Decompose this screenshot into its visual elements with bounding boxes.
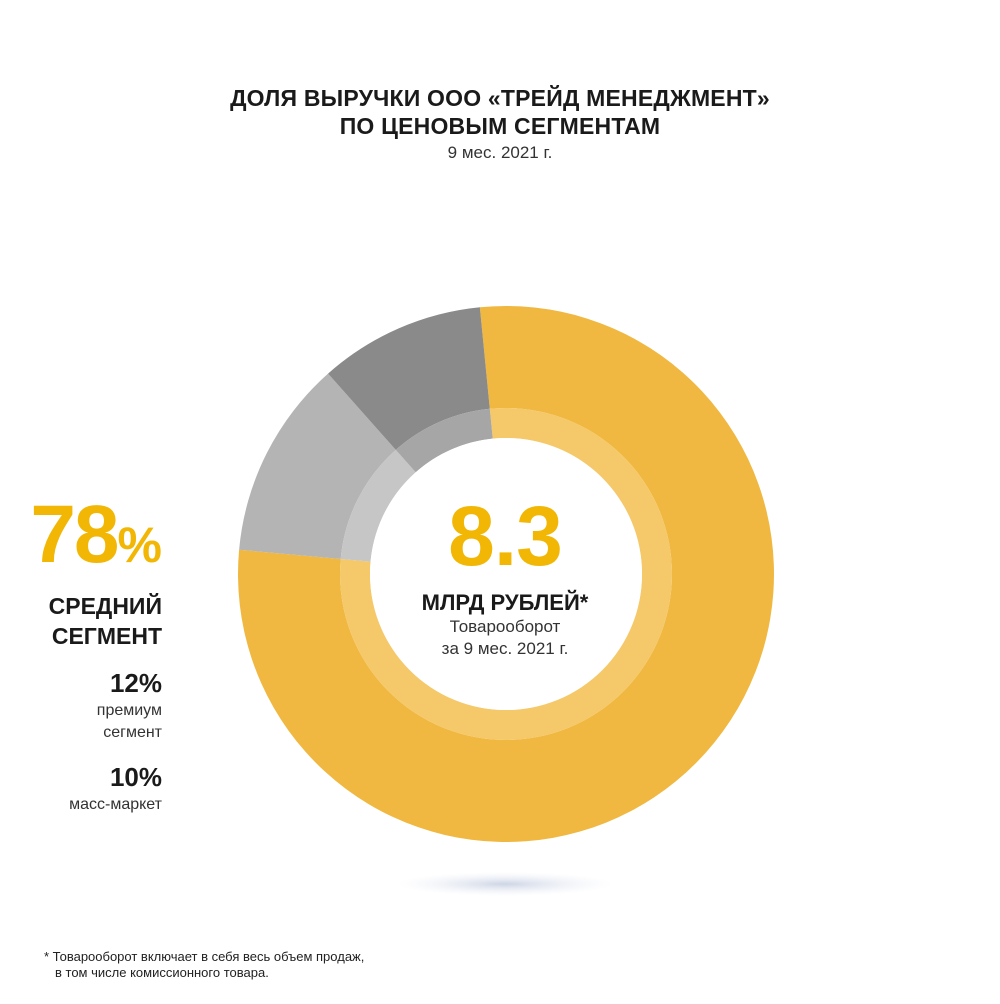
chart-shadow [397,872,613,896]
footnote: * Товарооборот включает в себя весь объе… [44,949,364,981]
footnote-line-1: * Товарооборот включает в себя весь объе… [44,949,365,964]
legend-main-percent-number: 78 [30,489,119,580]
chart-header: ДОЛЯ ВЫРУЧКИ ООО «ТРЕЙД МЕНЕДЖМЕНТ» ПО Ц… [0,84,1000,166]
legend-main-label-line-2: СЕГМЕНТ [51,623,162,649]
legend-mass-percent: 10% [109,762,162,792]
legend-premium-label: премиум сегмент [20,700,162,744]
legend-main-percent: 78% [20,492,162,588]
legend-mass-label: масс-маркет [20,794,162,816]
slice-inner-premium-segment [340,449,416,562]
legend-premium-label-line-2: сегмент [103,724,162,741]
center-desc-line-2: за 9 мес. 2021 г. [441,639,569,658]
slice-inner-mass-market [395,408,493,473]
slice-premium-segment [239,373,396,559]
legend-premium-percent: 12% [109,668,162,698]
legend-main-label-line-1: СРЕДНИЙ [48,593,162,619]
legend-main-label: СРЕДНИЙ СЕГМЕНТ [20,591,162,651]
center-value: 8.3 [448,489,563,583]
legend-main-percent-sign: % [117,517,162,573]
slice-middle-segment [237,306,774,843]
center-summary: 8.3 МЛРД РУБЛЕЙ* Товарооборот за 9 мес. … [380,488,630,660]
footnote-line-2: в том числе комиссионного товара. [55,965,269,980]
donut-hole [370,438,642,710]
chart-period: 9 мес. 2021 г. [447,143,553,162]
center-desc-line-1: Товарооборот [449,617,561,636]
chart-title-line-1: ДОЛЯ ВЫРУЧКИ ООО «ТРЕЙД МЕНЕДЖМЕНТ» [230,85,770,111]
legend-premium-label-line-1: премиум [96,702,162,719]
center-unit: МЛРД РУБЛЕЙ* [421,590,589,615]
chart-title-line-2: ПО ЦЕНОВЫМ СЕГМЕНТАМ [339,113,661,139]
legend-mass-label-line-1: масс-маркет [69,796,162,813]
slice-mass-market [328,307,490,450]
